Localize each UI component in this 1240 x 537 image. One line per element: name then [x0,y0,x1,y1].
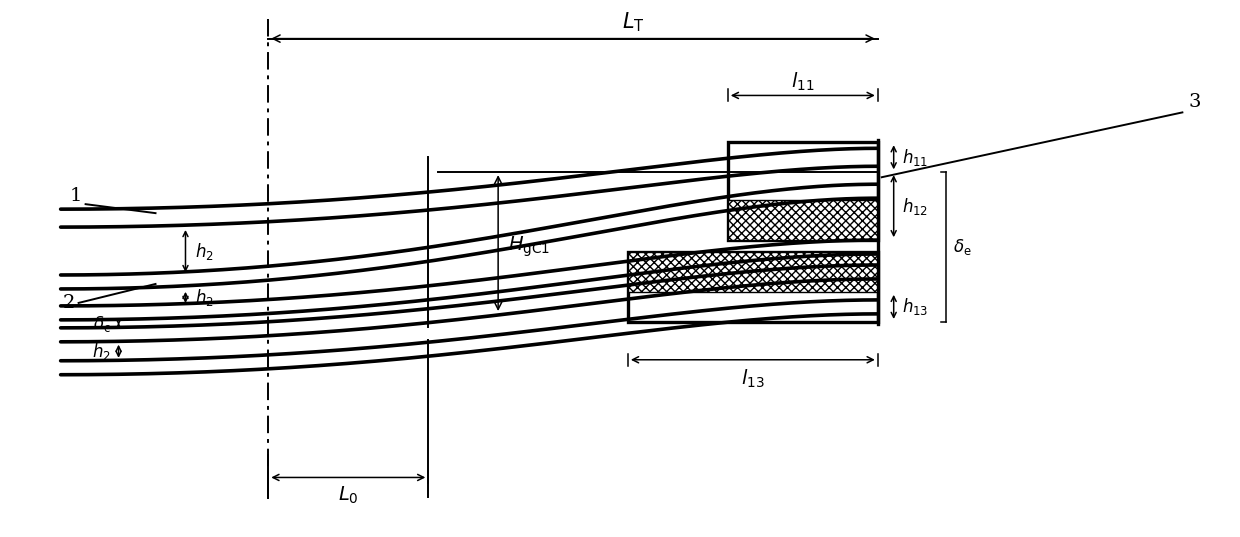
Text: $\delta_{\mathrm{e}}$: $\delta_{\mathrm{e}}$ [952,237,971,257]
Bar [728,142,878,240]
Text: $L_{\mathrm{T}}$: $L_{\mathrm{T}}$ [621,11,645,34]
Text: $l_{13}$: $l_{13}$ [742,367,765,390]
Text: $\delta_{\mathrm{c}}$: $\delta_{\mathrm{c}}$ [93,314,110,334]
Text: $h_2$: $h_2$ [196,287,215,308]
Bar [728,200,878,240]
Text: 2: 2 [62,294,74,312]
Bar [627,252,878,322]
Text: $h_2$: $h_2$ [92,341,110,362]
Text: $h_{12}$: $h_{12}$ [901,195,928,216]
Text: $h_{11}$: $h_{11}$ [901,147,928,168]
Text: $h_{13}$: $h_{13}$ [901,296,928,317]
Text: $l_{11}$: $l_{11}$ [791,70,815,93]
Text: 1: 1 [69,187,82,205]
Text: $L_0$: $L_0$ [339,485,358,506]
Text: $H_{\mathrm{gC1}}$: $H_{\mathrm{gC1}}$ [508,235,551,259]
Text: $h_2$: $h_2$ [196,241,215,262]
Text: 3: 3 [1188,93,1200,112]
Bar [627,252,878,292]
